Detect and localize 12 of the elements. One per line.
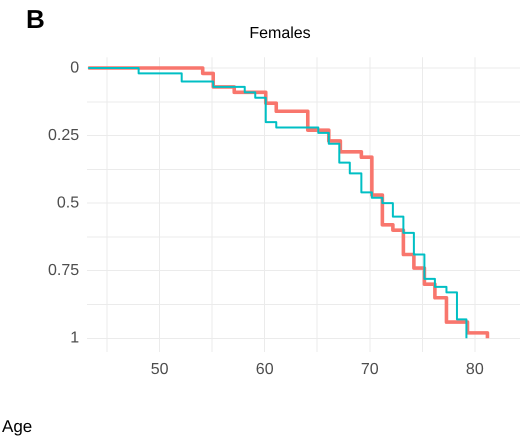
chart-title: Females	[249, 25, 311, 42]
y-tick-label: 0.75	[48, 262, 80, 280]
x-tick-label: 80	[466, 360, 484, 378]
x-tick-label: 60	[256, 360, 274, 378]
y-tick-label: 0	[70, 59, 80, 76]
x-axis-title: Age	[2, 417, 32, 436]
y-tick-label: 0.5	[56, 194, 80, 212]
y-tick-label: 0.25	[48, 126, 80, 144]
text: B	[26, 4, 45, 34]
y-tick-label: 1	[70, 330, 80, 347]
x-tick-label: 50	[150, 360, 169, 378]
x-tick-label: 70	[360, 360, 379, 378]
